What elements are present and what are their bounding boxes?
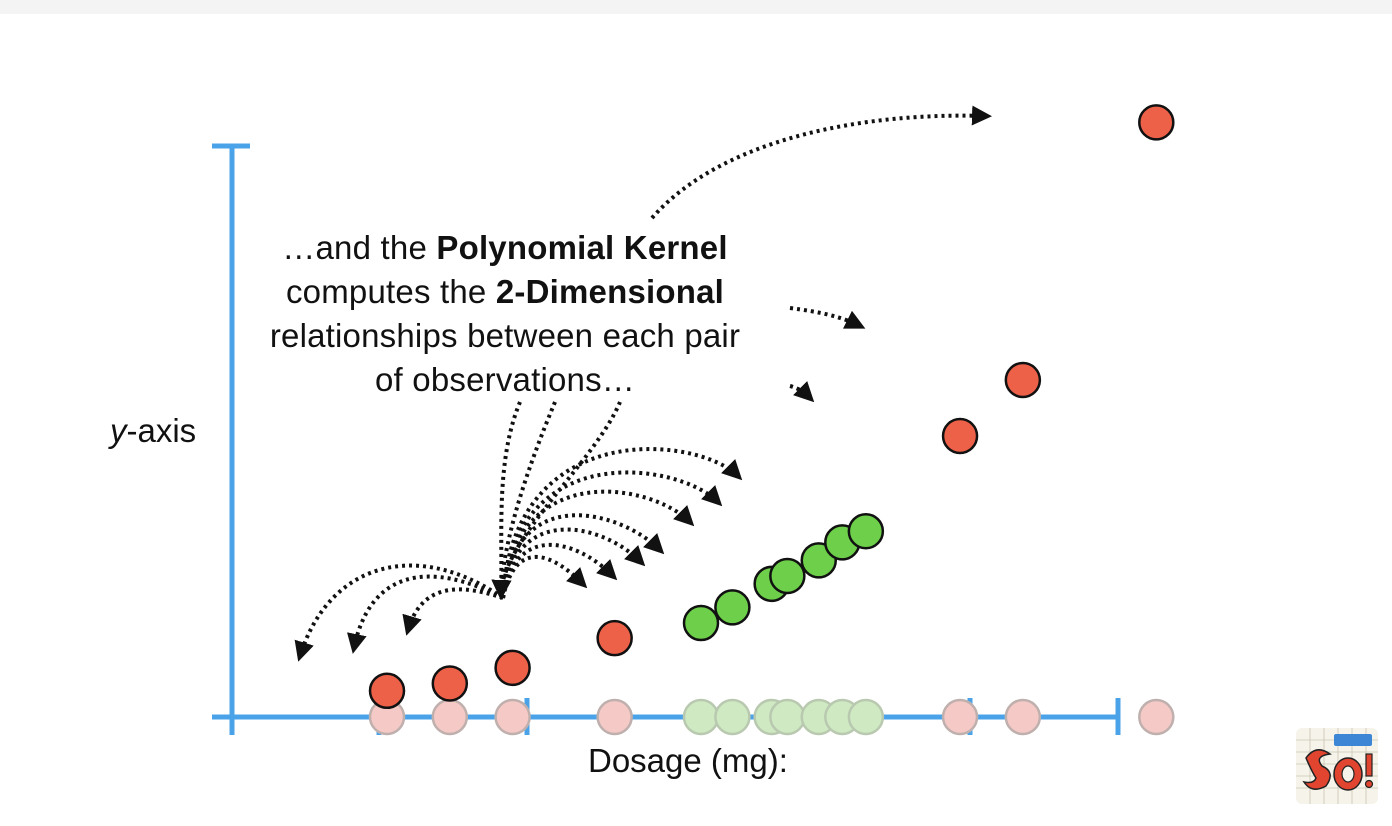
arrow-red-3 (402, 587, 504, 636)
axis-observation-red (431, 698, 469, 736)
y-axis-label-italic: y (110, 412, 127, 449)
arrow-source-1 (491, 401, 522, 600)
arrow-red-low (789, 381, 815, 403)
arrow-red-top (650, 105, 992, 220)
y-axis-label: y-axis (110, 412, 196, 450)
caption-line4: of observations… (375, 361, 635, 398)
x-axis-label: Dosage (mg): (588, 742, 788, 779)
observation-green (714, 589, 751, 626)
observation-green (847, 512, 885, 550)
arrow-green-7 (501, 447, 743, 599)
arrow-red-mid (789, 306, 866, 329)
observation-red (1004, 361, 1042, 399)
y-axis-label-rest: -axis (126, 412, 197, 449)
arrow-red-1 (294, 563, 505, 662)
arrow-green-6 (501, 470, 723, 599)
observation-green (682, 604, 720, 642)
observation-red (368, 672, 406, 710)
axis-observation-red (941, 698, 979, 736)
caption-2d: 2-Dimensional (495, 273, 725, 310)
axis-observation-green (714, 698, 751, 736)
axis-observation-red (596, 698, 633, 736)
observation-red (941, 417, 979, 455)
squatch-logo-icon (1296, 728, 1378, 804)
axis-observation-red (1138, 698, 1175, 736)
observation-red (431, 665, 469, 702)
axis-observation-green (769, 698, 806, 736)
arrow-green-4 (501, 513, 665, 599)
observation-green (769, 557, 806, 595)
caption-polynomial-kernel: Polynomial Kernel (436, 229, 728, 266)
arrow-green-5 (501, 489, 695, 599)
arrow-red-2 (347, 574, 504, 654)
arrows (294, 105, 992, 662)
data-points (368, 104, 1175, 736)
caption-line2-text: computes the (285, 273, 496, 310)
observation-red (1138, 104, 1175, 141)
arrow-source-3 (491, 401, 622, 600)
axis-observation-red (494, 698, 531, 736)
axis-observation-green (682, 698, 720, 736)
top-strip (0, 0, 1392, 14)
axis-observation-red (1004, 698, 1042, 736)
caption-line3: relationships between each pair (269, 317, 741, 354)
arrow-green-2 (501, 543, 618, 599)
axis-observation-green (847, 698, 885, 736)
caption-line1-text: …and the (282, 229, 437, 266)
kernel-caption: …and the Polynomial Kernel computes the … (240, 226, 770, 402)
observation-red (494, 649, 531, 687)
observation-red (596, 619, 633, 657)
